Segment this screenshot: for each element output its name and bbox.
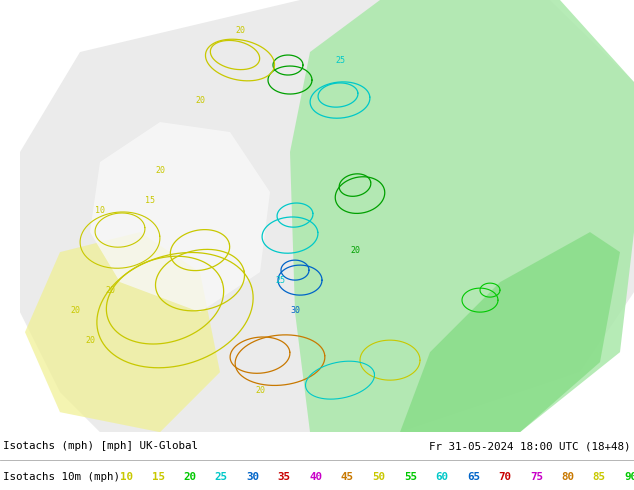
Text: 10: 10 <box>95 206 105 215</box>
Text: 20: 20 <box>105 286 115 294</box>
Text: 20: 20 <box>155 166 165 174</box>
Text: 25: 25 <box>335 55 345 65</box>
Text: 55: 55 <box>404 472 417 482</box>
Text: 65: 65 <box>467 472 480 482</box>
Text: 80: 80 <box>561 472 574 482</box>
Text: 75: 75 <box>530 472 543 482</box>
Polygon shape <box>290 0 634 432</box>
Polygon shape <box>400 232 620 432</box>
Text: 85: 85 <box>593 472 606 482</box>
Text: 20: 20 <box>255 386 265 394</box>
Text: 20: 20 <box>183 472 197 482</box>
Polygon shape <box>25 232 220 432</box>
Text: 20: 20 <box>70 306 80 315</box>
Text: 90: 90 <box>624 472 634 482</box>
Text: 60: 60 <box>436 472 448 482</box>
Text: Fr 31-05-2024 18:00 UTC (18+48): Fr 31-05-2024 18:00 UTC (18+48) <box>429 441 631 451</box>
Text: 20: 20 <box>195 96 205 104</box>
Text: 20: 20 <box>350 245 360 255</box>
Text: 40: 40 <box>309 472 322 482</box>
Text: 30: 30 <box>290 306 300 315</box>
Text: 25: 25 <box>275 275 285 285</box>
Text: 20: 20 <box>235 25 245 34</box>
Text: 45: 45 <box>341 472 354 482</box>
Text: 20: 20 <box>85 336 95 344</box>
Text: 30: 30 <box>246 472 259 482</box>
Text: 35: 35 <box>278 472 291 482</box>
Text: 50: 50 <box>372 472 385 482</box>
Text: 10: 10 <box>120 472 133 482</box>
Text: 15: 15 <box>152 472 165 482</box>
Text: Isotachs 10m (mph): Isotachs 10m (mph) <box>3 472 120 482</box>
Text: 25: 25 <box>215 472 228 482</box>
Polygon shape <box>20 0 634 432</box>
Text: 70: 70 <box>498 472 512 482</box>
Polygon shape <box>90 122 270 312</box>
Text: Isotachs (mph) [mph] UK-Global: Isotachs (mph) [mph] UK-Global <box>3 441 198 451</box>
Text: 15: 15 <box>145 196 155 205</box>
